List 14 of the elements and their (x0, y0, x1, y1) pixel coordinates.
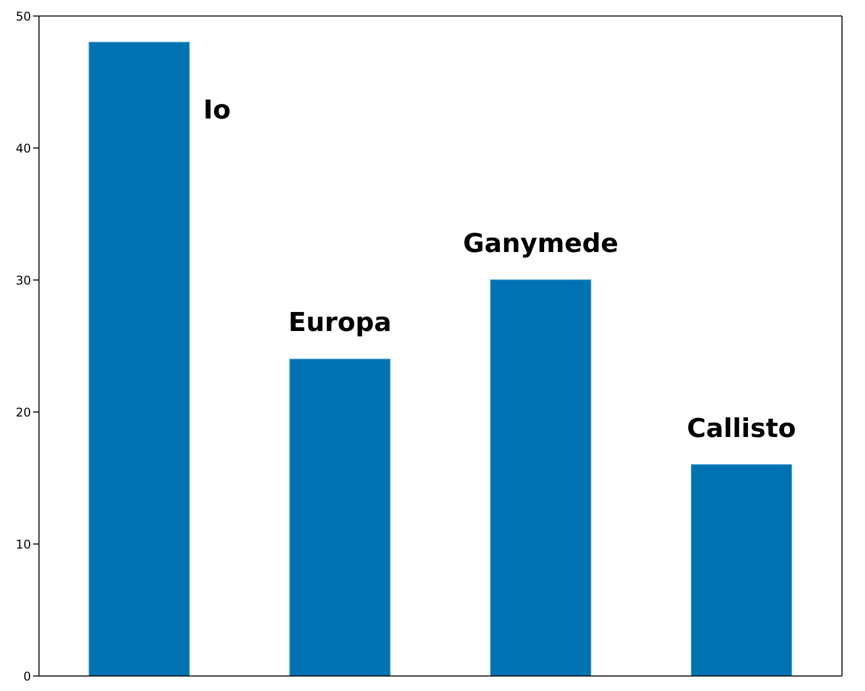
y-tick-label: 30 (16, 273, 31, 288)
bar (490, 280, 592, 676)
x-tick-label: Europa (288, 308, 392, 338)
bar (289, 358, 390, 676)
bar (88, 42, 190, 676)
y-tick-label: 0 (23, 669, 31, 684)
x-tick-label: Ganymede (463, 229, 618, 259)
bar (690, 464, 792, 676)
y-tick-label: 50 (16, 9, 31, 24)
y-tick-label: 20 (16, 405, 31, 420)
y-tick-label: 10 (16, 537, 31, 552)
x-tick-label: Callisto (686, 414, 796, 444)
x-tick-label: Io (203, 95, 231, 126)
y-tick-label: 40 (16, 141, 31, 156)
